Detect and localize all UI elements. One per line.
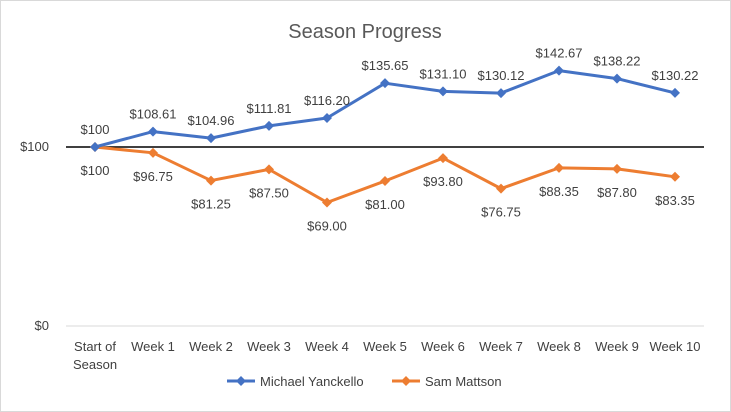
x-tick-label-line: Week 3 xyxy=(247,339,291,354)
data-label: $130.22 xyxy=(652,68,699,83)
y-tick-label: $100 xyxy=(20,139,49,154)
x-tick-label: Week 6 xyxy=(421,339,465,354)
data-label: $88.35 xyxy=(539,184,579,199)
data-label: $131.10 xyxy=(420,66,467,81)
data-label: $138.22 xyxy=(594,54,641,69)
data-label: $104.96 xyxy=(188,113,235,128)
data-label: $83.35 xyxy=(655,193,695,208)
x-tick-label-line: Week 1 xyxy=(131,339,175,354)
x-tick-label-line: Week 4 xyxy=(305,339,349,354)
legend-swatch-marker xyxy=(236,376,246,386)
data-label: $100 xyxy=(81,122,110,137)
data-label: $81.25 xyxy=(191,197,231,212)
data-point-marker xyxy=(438,153,448,164)
x-tick-label: Week 3 xyxy=(247,339,291,354)
x-tick-label: Week 10 xyxy=(649,339,700,354)
data-label: $108.61 xyxy=(130,107,177,122)
data-label: $93.80 xyxy=(423,174,463,189)
data-point-marker xyxy=(612,163,622,174)
data-label: $111.81 xyxy=(246,101,291,116)
data-point-marker xyxy=(322,113,332,124)
x-tick-label: Week 7 xyxy=(479,339,523,354)
x-tick-label: Week 9 xyxy=(595,339,639,354)
x-tick-label-line: Season xyxy=(73,357,117,372)
data-point-marker xyxy=(496,183,506,194)
legend-label: Sam Mattson xyxy=(425,374,502,389)
x-tick-label-line: Start of xyxy=(74,339,116,354)
data-label: $87.80 xyxy=(597,185,637,200)
x-tick-label-line: Week 10 xyxy=(649,339,700,354)
x-tick-label: Week 5 xyxy=(363,339,407,354)
data-label: $69.00 xyxy=(307,218,347,233)
x-tick-label: Week 2 xyxy=(189,339,233,354)
x-tick-label-line: Week 7 xyxy=(479,339,523,354)
series-layer xyxy=(90,65,680,208)
data-point-marker xyxy=(90,142,100,152)
data-label: $116.20 xyxy=(304,93,350,108)
data-label: $100 xyxy=(81,163,110,178)
data-point-marker xyxy=(148,147,158,158)
data-label: $135.65 xyxy=(362,58,409,73)
data-point-marker xyxy=(438,86,448,97)
data-label: $76.75 xyxy=(481,205,521,220)
x-tick-label: Start of Season xyxy=(73,339,117,372)
data-label: $81.00 xyxy=(365,197,405,212)
x-tick-label-line: Week 8 xyxy=(537,339,581,354)
data-point-marker xyxy=(554,162,564,173)
legend-label: Michael Yanckello xyxy=(260,374,364,389)
data-point-marker xyxy=(264,120,274,131)
legend-swatch-marker xyxy=(401,376,411,386)
data-point-marker xyxy=(380,78,390,89)
chart-title: Season Progress xyxy=(288,21,441,43)
legend: Michael Yanckello Sam Mattson xyxy=(227,374,502,389)
data-point-marker xyxy=(206,133,216,144)
data-point-marker xyxy=(206,175,216,186)
data-point-marker xyxy=(496,88,506,99)
data-label: $130.12 xyxy=(478,68,525,83)
data-point-marker xyxy=(670,87,680,98)
data-label: $142.67 xyxy=(536,46,583,61)
data-point-marker xyxy=(554,65,564,76)
x-tick-label-line: Week 6 xyxy=(421,339,465,354)
data-label: $96.75 xyxy=(133,169,173,184)
data-point-marker xyxy=(264,164,274,175)
x-tick-label-line: Week 9 xyxy=(595,339,639,354)
data-label-layer: $100 $108.61 $104.96 $111.81 $116.20 $135.65 $… xyxy=(81,46,699,234)
series-line-sam-mattson xyxy=(93,145,677,204)
data-point-marker xyxy=(148,126,158,137)
y-tick-label: $0 xyxy=(35,318,49,333)
x-tick-label: Week 1 xyxy=(131,339,175,354)
x-tick-label: Week 4 xyxy=(305,339,349,354)
x-tick-label-line: Week 2 xyxy=(189,339,233,354)
data-point-marker xyxy=(670,171,680,182)
data-point-marker xyxy=(612,73,622,84)
x-tick-label-line: Week 5 xyxy=(363,339,407,354)
axis-layer: $0 $100 Start of Season Week 1 Week 2 Week 3 We… xyxy=(20,139,704,372)
x-tick-label: Week 8 xyxy=(537,339,581,354)
data-point-marker xyxy=(380,176,390,187)
data-label: $87.50 xyxy=(249,185,289,200)
data-point-marker xyxy=(322,197,332,208)
